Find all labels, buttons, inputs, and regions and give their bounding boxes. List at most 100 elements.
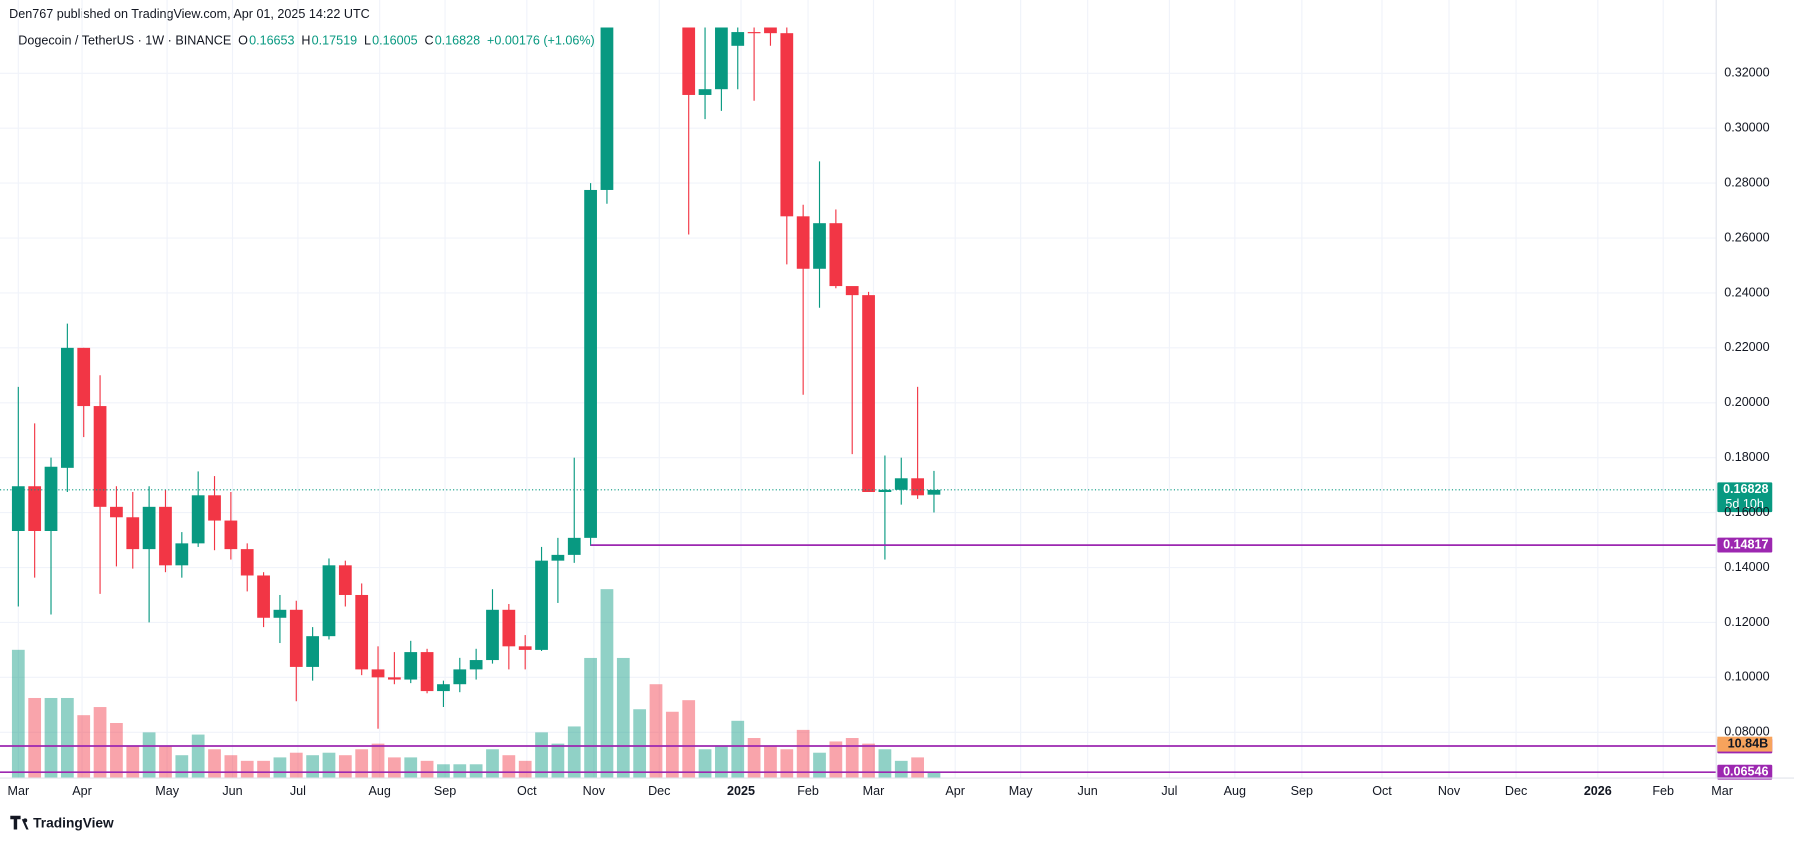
y-tick-label: 0.08000: [1724, 725, 1769, 739]
candle-body: [731, 32, 745, 46]
volume-bar: [502, 755, 516, 779]
candle-body: [780, 33, 794, 217]
ohlc-value: 0.16005: [372, 34, 417, 48]
candle-body: [600, 27, 614, 190]
volume-bar: [469, 764, 483, 779]
candle-body: [567, 537, 581, 555]
volume-bar: [796, 729, 810, 779]
x-tick-label: Dec: [648, 784, 670, 798]
candle-body: [911, 478, 924, 496]
ohlc-key: H: [301, 34, 310, 48]
candle-body: [257, 575, 270, 618]
volume-bar: [60, 697, 74, 779]
volume-bar: [649, 684, 663, 779]
candle-body: [502, 609, 516, 647]
candle-body: [747, 32, 761, 34]
volume-bar: [306, 755, 320, 779]
price-label: 0.14817: [1723, 537, 1768, 551]
ohlc-value: 0.16653: [249, 34, 294, 48]
candle-body: [764, 27, 777, 34]
x-tick-label: Feb: [797, 784, 819, 798]
volume-bar: [894, 760, 908, 779]
candle-body: [437, 684, 450, 692]
volume-bar: [813, 752, 826, 779]
volume-bar: [453, 764, 467, 779]
candle-body: [535, 560, 548, 650]
price-label-box: [1717, 482, 1773, 513]
candle-body: [453, 669, 467, 685]
candle-body: [110, 506, 123, 518]
candle-body: [486, 609, 499, 661]
volume-bar: [257, 760, 270, 779]
x-tick-label: Jul: [290, 784, 306, 798]
y-tick-label: 0.14000: [1724, 560, 1769, 574]
volume-bar: [175, 755, 189, 779]
volume-bar: [388, 757, 401, 779]
volume-bar: [355, 749, 369, 779]
candle-body: [126, 517, 140, 550]
volume-pane: [11, 589, 941, 779]
byline: Den767 published on TradingView.com, Apr…: [9, 7, 370, 21]
volume-bar: [93, 707, 107, 779]
volume-bar: [616, 657, 630, 779]
x-tick-label: 2025: [727, 784, 755, 798]
volume-bar: [862, 743, 875, 779]
price-label: 0.06546: [1723, 765, 1768, 779]
volume-bar: [486, 749, 499, 779]
x-tick-label: Oct: [517, 784, 537, 798]
y-tick-label: 0.26000: [1724, 230, 1769, 244]
candle-body: [322, 565, 336, 637]
y-tick-label: 0.18000: [1724, 450, 1769, 464]
y-tick-label: 0.22000: [1724, 340, 1769, 354]
candle-body: [894, 478, 908, 490]
footer-brand: TradingView: [33, 815, 114, 830]
candle-body: [93, 406, 107, 507]
ohlc-key: C: [424, 34, 433, 48]
candle-body: [159, 506, 172, 566]
price-countdown: 5d 10h: [1725, 497, 1763, 511]
x-tick-label: Jun: [1078, 784, 1098, 798]
y-tick-label: 0.20000: [1724, 395, 1769, 409]
candle-body: [175, 543, 189, 566]
candle-body: [715, 27, 728, 90]
volume-bar: [535, 732, 548, 779]
candle-body: [142, 506, 156, 550]
y-tick-label: 0.28000: [1724, 175, 1769, 189]
price-label: 0.16828: [1723, 482, 1768, 496]
y-tick-label: 0.32000: [1724, 66, 1769, 80]
volume-bar: [322, 752, 336, 779]
candle-body: [371, 669, 385, 678]
volume-bar: [878, 749, 892, 779]
volume-bar: [665, 711, 679, 779]
candle-body: [796, 216, 810, 269]
candle-body: [813, 223, 826, 269]
x-tick-label: Sep: [1291, 784, 1313, 798]
symbol: Dogecoin / TetherUS · 1W · BINANCE: [18, 34, 231, 48]
candle-body: [845, 286, 859, 296]
x-tick-label: Aug: [1224, 784, 1246, 798]
axes: 0.08000 0.10000 0.12000 0.14000 0.16000 0.180…: [7, 66, 1769, 799]
candle-body: [388, 677, 401, 680]
y-tick-label: 0.12000: [1724, 615, 1769, 629]
volume-bar: [682, 700, 696, 779]
candle-body: [420, 652, 434, 692]
change: +0.00176 (+1.06%): [487, 34, 595, 48]
candle-body: [191, 495, 205, 544]
volume-bar: [126, 746, 140, 779]
volume-bar: [731, 720, 745, 779]
volume-bar: [911, 757, 924, 779]
volume-bar: [829, 741, 843, 779]
candles: [11, 27, 941, 729]
candle-body: [469, 660, 483, 670]
y-tick-label: 0.16000: [1724, 505, 1769, 519]
x-tick-label: Nov: [1438, 784, 1461, 798]
volume-bar: [764, 746, 777, 779]
x-tick-label: Nov: [583, 784, 606, 798]
x-tick-label: May: [1009, 784, 1033, 798]
volume-bar: [698, 749, 712, 779]
volume-bar: [927, 772, 941, 779]
x-tick-label: Sep: [434, 784, 456, 798]
candle-body: [28, 486, 42, 531]
y-tick-label: 0.24000: [1724, 285, 1769, 299]
